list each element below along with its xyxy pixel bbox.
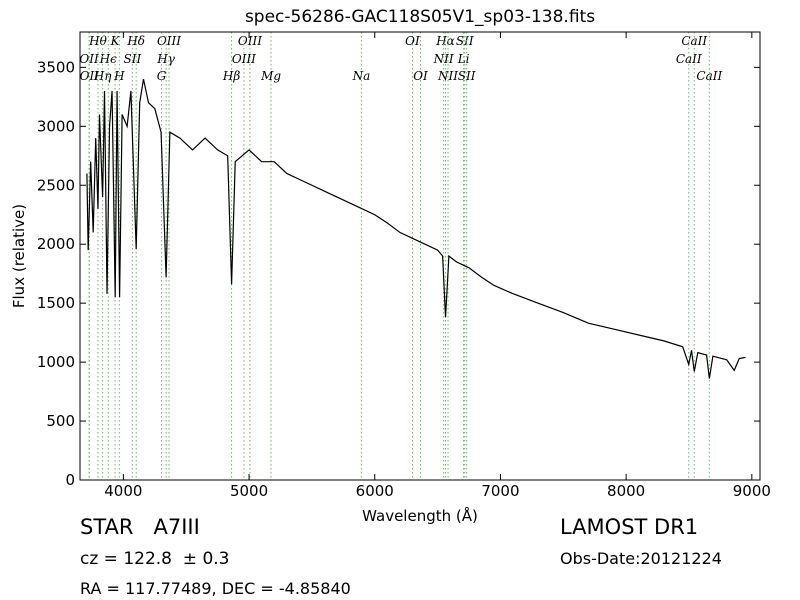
spectral-line-label: OII bbox=[79, 52, 99, 66]
spectral-line-label: CaII bbox=[696, 69, 722, 83]
y-tick-label: 2000 bbox=[37, 235, 75, 253]
chart-title: spec-56286-GAC118S05V1_sp03-138.fits bbox=[245, 7, 595, 27]
spectral-line-label: Hη bbox=[93, 69, 112, 83]
y-tick-label: 3500 bbox=[37, 58, 75, 76]
x-tick-label: 4000 bbox=[104, 482, 142, 500]
obs-date: Obs-Date:20121224 bbox=[560, 549, 722, 568]
spectral-line-label: H bbox=[113, 69, 125, 83]
y-tick-label: 0 bbox=[65, 471, 75, 489]
y-tick-label: 500 bbox=[46, 412, 75, 430]
spectral-line-label: SII bbox=[458, 69, 476, 83]
spectral-line-label: OI bbox=[405, 34, 420, 48]
spectral-line-label: SII bbox=[456, 34, 474, 48]
x-tick-label: 5000 bbox=[230, 482, 268, 500]
spectral-line-label: OI bbox=[413, 69, 428, 83]
spectral-line-label: Hγ bbox=[156, 52, 175, 66]
spectral-line-label: OIII bbox=[232, 52, 256, 66]
x-tick-label: 8000 bbox=[607, 482, 645, 500]
spectral-line-label: Na bbox=[352, 69, 371, 83]
spectral-line-label: Li bbox=[457, 52, 470, 66]
spectral-line-label: NII bbox=[437, 69, 458, 83]
survey: LAMOST DR1 bbox=[560, 515, 698, 539]
plot-frame bbox=[79, 31, 761, 481]
y-axis-label: Flux (relative) bbox=[10, 204, 28, 308]
spectral-line-label: OIII bbox=[157, 34, 181, 48]
spectral-line-label: G bbox=[157, 69, 167, 83]
spectral-line-label: Hϵ bbox=[99, 52, 117, 66]
y-tick-label: 1500 bbox=[37, 294, 75, 312]
x-tick-label: 6000 bbox=[356, 482, 394, 500]
spectral-line-label: Mg bbox=[260, 69, 281, 83]
spectral-line-label: Hθ bbox=[88, 34, 107, 48]
spectrum bbox=[86, 79, 746, 379]
spectral-line-label: NII bbox=[433, 52, 454, 66]
spectral-line-label: SII bbox=[124, 52, 142, 66]
redshift: cz = 122.8 ± 0.3 bbox=[80, 549, 229, 569]
spectral-line-label: K bbox=[110, 34, 121, 48]
spectral-line-label: Hβ bbox=[222, 69, 240, 83]
object-class: STAR A7III bbox=[80, 515, 200, 539]
x-tick-label: 7000 bbox=[481, 482, 519, 500]
coordinates: RA = 117.77489, DEC = -4.85840 bbox=[80, 579, 351, 598]
spectral-line-label: Hα bbox=[435, 34, 455, 48]
y-tick-label: 3000 bbox=[37, 117, 75, 135]
x-tick-label: 9000 bbox=[733, 482, 771, 500]
y-tick-label: 1000 bbox=[37, 353, 75, 371]
spectral-line-label: CaII bbox=[676, 52, 702, 66]
y-tick-label: 2500 bbox=[37, 176, 75, 194]
spectral-line-label: Hδ bbox=[126, 34, 145, 48]
x-axis-label: Wavelength (Å) bbox=[362, 506, 478, 525]
spectral-line-label: OII bbox=[80, 69, 100, 83]
spectral-line-label: CaII bbox=[681, 34, 707, 48]
spectral-line-label: OIII bbox=[238, 34, 262, 48]
